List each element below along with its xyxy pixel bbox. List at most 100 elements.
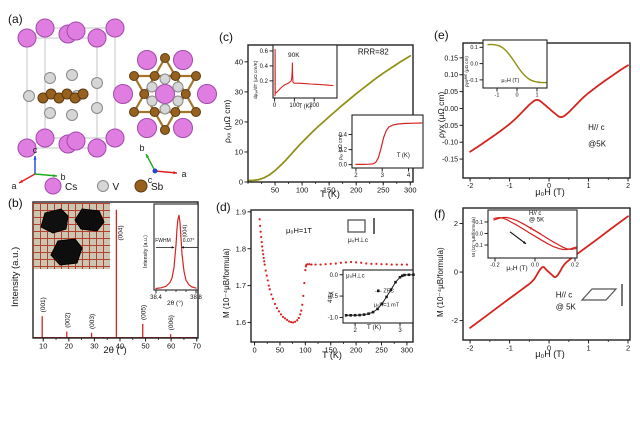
svg-text:3: 3 bbox=[398, 328, 402, 334]
svg-text:(006): (006) bbox=[168, 315, 175, 330]
svg-text:3: 3 bbox=[381, 173, 385, 179]
svg-text:2: 2 bbox=[353, 328, 357, 334]
svg-text:150: 150 bbox=[323, 186, 336, 195]
svg-text:0.2: 0.2 bbox=[260, 79, 269, 85]
svg-text:@ 5K: @ 5K bbox=[556, 303, 577, 312]
svg-text:300: 300 bbox=[404, 186, 417, 195]
svg-text:-0.10: -0.10 bbox=[442, 140, 458, 147]
c-xlabel: T (K) bbox=[320, 189, 340, 199]
svg-text:Cs: Cs bbox=[65, 182, 77, 193]
svg-text:-2: -2 bbox=[451, 316, 458, 325]
d-icon-caption: μ₀H⊥c bbox=[347, 237, 369, 244]
svg-text:-2: -2 bbox=[467, 183, 473, 190]
svg-text:c: c bbox=[33, 145, 38, 155]
svg-text:FWHM: FWHM bbox=[155, 238, 171, 244]
d-xlabel: T (K) bbox=[322, 350, 342, 360]
svg-text:250: 250 bbox=[377, 186, 390, 195]
c-inset1-xlabel: T (K) bbox=[298, 104, 312, 110]
svg-text:200: 200 bbox=[350, 186, 363, 195]
c-ylabel: ρₓₓ (μΩ cm) bbox=[222, 99, 232, 143]
sample-field-icon-perpendicular bbox=[347, 218, 375, 234]
svg-text:c: c bbox=[148, 175, 153, 185]
svg-text:30: 30 bbox=[235, 87, 243, 96]
svg-text:2: 2 bbox=[354, 173, 358, 179]
svg-text:100: 100 bbox=[289, 103, 300, 109]
crystal-flakes bbox=[40, 208, 105, 266]
svg-text:150: 150 bbox=[324, 346, 337, 355]
svg-text:20: 20 bbox=[65, 342, 73, 351]
svg-text:1: 1 bbox=[586, 344, 590, 353]
svg-text:100: 100 bbox=[296, 186, 309, 195]
panel-b-label: (b) bbox=[8, 196, 23, 210]
svg-text:38.8: 38.8 bbox=[190, 295, 202, 301]
svg-text:0.0: 0.0 bbox=[470, 62, 478, 68]
panel-f-label: (f) bbox=[434, 207, 446, 221]
svg-text:40: 40 bbox=[235, 57, 243, 66]
svg-text:-■- ZFC: -■- ZFC bbox=[375, 289, 394, 295]
svg-text:2: 2 bbox=[454, 219, 458, 228]
svg-text:T (K): T (K) bbox=[397, 153, 410, 159]
svg-text:0.0: 0.0 bbox=[330, 273, 339, 279]
f-ylabel: M (10⁻⁴μB/formula) bbox=[436, 247, 445, 317]
svg-text:(002): (002) bbox=[64, 313, 71, 328]
svg-text:2: 2 bbox=[626, 183, 630, 190]
svg-text:-0.05: -0.05 bbox=[442, 123, 458, 130]
svg-text:1: 1 bbox=[587, 183, 591, 190]
d-inset-ylabel: 4πχ bbox=[327, 291, 334, 303]
svg-text:(004): (004) bbox=[183, 225, 189, 238]
svg-text:a: a bbox=[11, 181, 16, 191]
svg-text:-1.0: -1.0 bbox=[328, 316, 339, 322]
svg-text:-0.15: -0.15 bbox=[442, 157, 458, 164]
svg-text:0.05: 0.05 bbox=[444, 89, 458, 96]
svg-text:1: 1 bbox=[535, 93, 538, 99]
svg-text:0.0: 0.0 bbox=[531, 263, 539, 269]
svg-text:μ₀H⊥c: μ₀H⊥c bbox=[346, 273, 365, 280]
d-inset-xlabel: T (K) bbox=[366, 324, 382, 331]
b-inset-ylabel: Intensity (a.u.) bbox=[143, 235, 149, 268]
chart-c-inset-sc-transition: 2 3 4 0.0 0.2 0.4 T (K) bbox=[339, 114, 424, 179]
svg-text:μ₀H=1T: μ₀H=1T bbox=[286, 226, 312, 235]
svg-text:H// c: H// c bbox=[556, 291, 572, 300]
svg-text:-0.5: -0.5 bbox=[328, 294, 339, 300]
chart-b-inset-004-peak: 38.4 38.8 (004) FWHM 0.07° bbox=[150, 203, 202, 301]
svg-text:20: 20 bbox=[235, 118, 243, 127]
b-ylabel: Intensity (a.u.) bbox=[10, 246, 21, 307]
crystal-structure-diagram: c a b b a c Cs V Sb bbox=[11, 18, 217, 195]
svg-text:0.2: 0.2 bbox=[571, 263, 579, 269]
svg-text:@ 5K: @ 5K bbox=[529, 217, 544, 223]
c-inset1-ylabel: dρₓₓ/dT (μΩ cm/K) bbox=[254, 60, 259, 99]
panel-a-label: (a) bbox=[8, 12, 23, 26]
chart-c-inset-derivative: 0 100 200 0.2 0.4 0.6 90K bbox=[260, 44, 338, 109]
f-inset-ylabel: M (10⁻⁴μB/formula) bbox=[471, 217, 476, 257]
svg-text:200: 200 bbox=[309, 103, 320, 109]
svg-text:0: 0 bbox=[454, 268, 458, 277]
svg-text:38.4: 38.4 bbox=[150, 295, 162, 301]
svg-text:-0.1: -0.1 bbox=[469, 78, 478, 84]
svg-text:0.07°: 0.07° bbox=[183, 238, 195, 244]
svg-text:10: 10 bbox=[39, 342, 47, 351]
svg-text:0: 0 bbox=[252, 346, 256, 355]
svg-text:-1: -1 bbox=[506, 183, 512, 190]
f-inset-xlabel: μ₀H (T) bbox=[506, 265, 528, 272]
d-ylabel: M (10⁻⁴μB/formula) bbox=[222, 248, 231, 318]
svg-text:30: 30 bbox=[90, 342, 98, 351]
svg-text:1.8: 1.8 bbox=[236, 244, 246, 253]
crystal-photo bbox=[33, 203, 110, 269]
svg-text:0.1: 0.1 bbox=[470, 45, 478, 51]
svg-text:-1: -1 bbox=[495, 93, 500, 99]
svg-text:1.6: 1.6 bbox=[236, 318, 246, 327]
c-inset2-ylabel: ρₓₓ (μΩ cm) bbox=[338, 134, 344, 160]
svg-text:0: 0 bbox=[515, 93, 518, 99]
svg-text:a: a bbox=[181, 169, 186, 179]
svg-text:0.0: 0.0 bbox=[339, 163, 348, 169]
svg-text:0: 0 bbox=[239, 178, 243, 187]
svg-text:50: 50 bbox=[276, 346, 284, 355]
svg-text:(003): (003) bbox=[89, 314, 96, 329]
svg-text:250: 250 bbox=[375, 346, 388, 355]
e-xlabel: μ₀H (T) bbox=[535, 187, 565, 197]
svg-text:0.0: 0.0 bbox=[475, 231, 483, 237]
e-inset-ylabel: ρyxᴬᴴᴱ (μΩ cm) bbox=[464, 56, 469, 87]
panel-e-label: (e) bbox=[434, 28, 449, 42]
panel-d-label: (d) bbox=[216, 200, 231, 214]
chart-f-inset-hysteresis: -0.2 0.0 0.2 0.1 0.0 -0.1 H// c@ 5K bbox=[474, 209, 579, 269]
